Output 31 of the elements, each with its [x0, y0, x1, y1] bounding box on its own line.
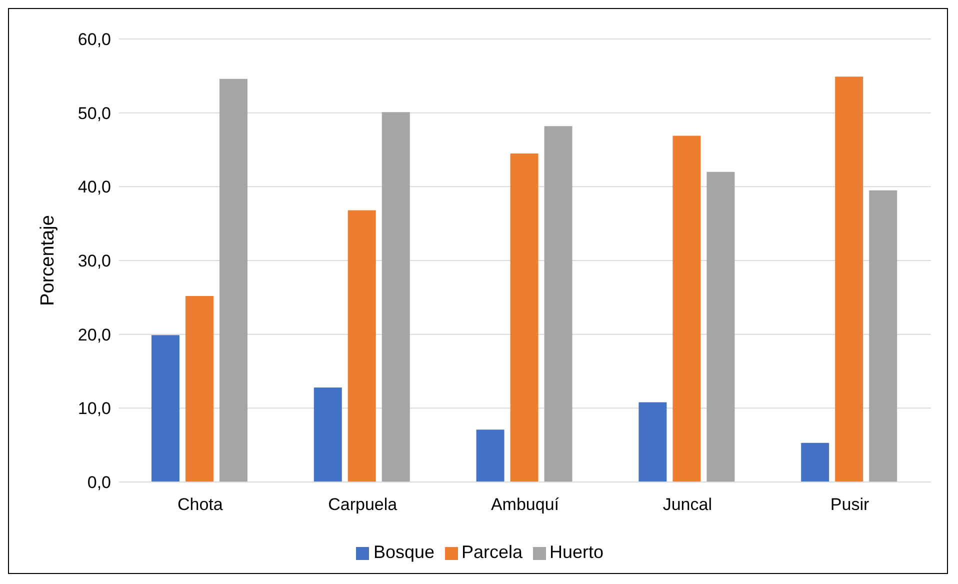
bar	[476, 430, 504, 482]
y-tick-label: 60,0	[78, 30, 111, 50]
bar	[314, 387, 342, 482]
bar	[510, 153, 538, 482]
bar	[185, 296, 214, 482]
bar	[706, 172, 735, 482]
bar	[348, 210, 376, 482]
bar	[382, 112, 410, 482]
y-tick-label: 0,0	[87, 473, 111, 492]
y-tick-label: 50,0	[78, 104, 111, 123]
y-axis-title: Porcentaje	[38, 215, 59, 306]
bar	[801, 442, 830, 482]
bar	[638, 402, 667, 482]
x-tick-label: Pusir	[830, 495, 870, 514]
bar	[672, 136, 701, 482]
bar	[544, 126, 572, 482]
bar	[835, 76, 864, 482]
bar	[219, 78, 248, 482]
x-tick-label: Juncal	[662, 495, 712, 514]
x-tick-label: Chota	[178, 495, 224, 514]
legend-label: Parcela	[462, 542, 523, 562]
bar	[869, 190, 898, 482]
legend-label: Bosque	[373, 542, 434, 562]
legend-label: Huerto	[550, 542, 604, 562]
y-tick-label: 10,0	[78, 399, 111, 418]
y-tick-label: 30,0	[78, 252, 111, 271]
y-tick-label: 20,0	[78, 325, 111, 344]
x-tick-label: Carpuela	[328, 495, 398, 514]
bar	[151, 335, 180, 482]
y-tick-label: 40,0	[78, 178, 111, 197]
x-tick-label: Ambuquí	[490, 495, 560, 514]
